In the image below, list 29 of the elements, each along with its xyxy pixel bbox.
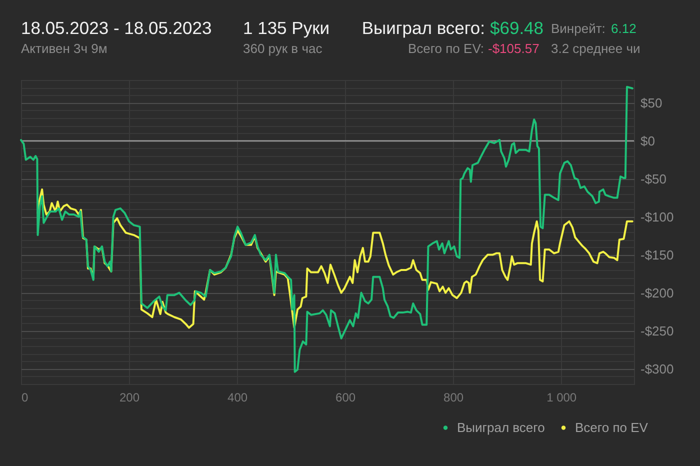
x-tick-label: 400 xyxy=(228,390,248,404)
y-tick-label: -$200 xyxy=(640,285,674,300)
x-tick-label: 200 xyxy=(120,390,140,404)
y-tick-label: -$50 xyxy=(640,171,667,186)
legend-label: Всего по EV xyxy=(575,420,648,435)
y-tick-label: -$300 xyxy=(640,361,674,376)
y-tick-label: -$150 xyxy=(640,247,674,262)
text: 1 135 Руки xyxy=(243,18,330,38)
chart-subtitle: Активен 3ч 9м xyxy=(21,41,108,56)
text: Всего по EV: xyxy=(408,41,484,56)
y-tick-label: $0 xyxy=(640,133,655,148)
legend-label: Выиграл всего xyxy=(457,420,545,435)
y-tick-label: $50 xyxy=(640,95,662,110)
line-series xyxy=(36,188,634,329)
text: Выиграл всего: xyxy=(362,18,485,38)
text: $69.48 xyxy=(490,18,544,38)
text: -$105.57 xyxy=(488,41,540,56)
text: Винрейт: xyxy=(551,21,606,36)
x-tick-label: 600 xyxy=(336,390,356,404)
x-tick-label: 0 xyxy=(22,390,28,404)
text: 3.2 среднее чи xyxy=(551,41,640,56)
x-tick-label: 1 000 xyxy=(546,390,577,404)
chart-title: 18.05.2023 - 18.05.2023 xyxy=(21,18,212,38)
x-tick-label: 800 xyxy=(444,390,464,404)
y-tick-label: -$100 xyxy=(640,209,674,224)
text: 360 рук в час xyxy=(243,41,323,56)
line-series xyxy=(20,86,634,373)
y-tick-label: -$250 xyxy=(640,323,674,338)
text: 6.12 xyxy=(611,21,636,36)
